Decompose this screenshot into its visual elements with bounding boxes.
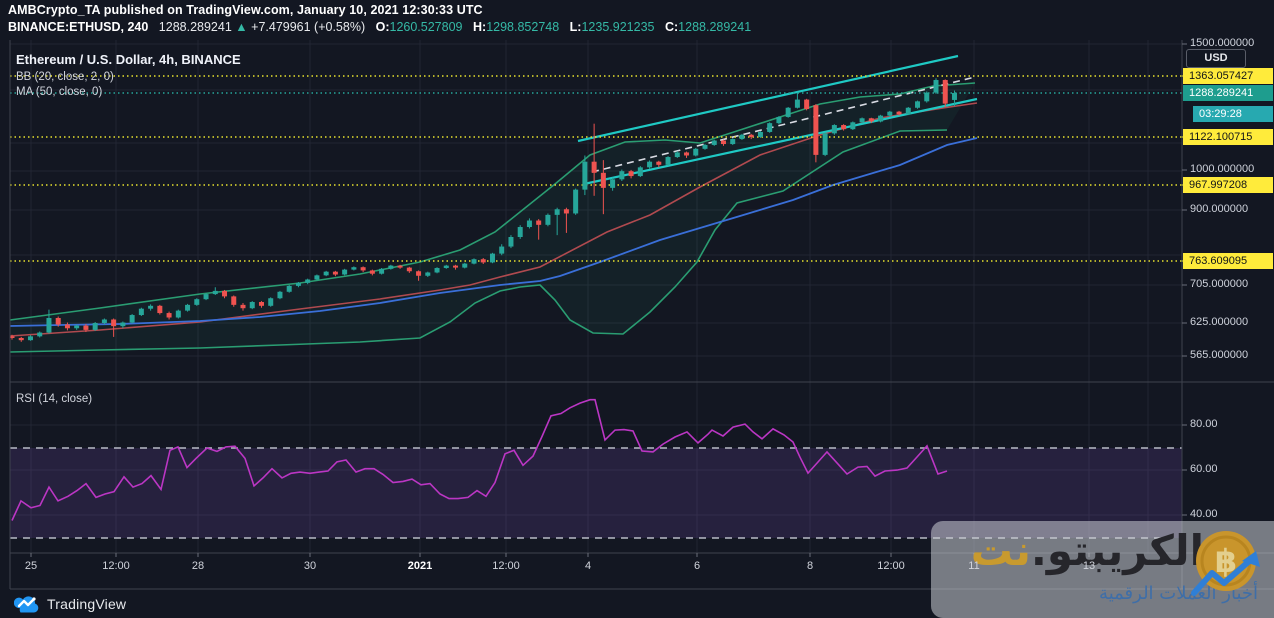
indicator-bb[interactable]: BB (20, close, 2, 0) <box>16 71 114 83</box>
up-arrow-icon: ▲ <box>235 20 248 34</box>
svg-text:฿: ฿ <box>1215 542 1237 580</box>
time-axis[interactable]: 25 12:00 28 30 2021 12:00 4 6 8 12:00 11 13 <box>0 553 1274 589</box>
price-tick-label: 705.000000 <box>1190 278 1249 290</box>
price-tick-label: 900.000000 <box>1190 203 1249 215</box>
trend-arrow-icon <box>1191 554 1257 596</box>
rsi-tick-label: 40.00 <box>1190 508 1218 520</box>
chart-title[interactable]: Ethereum / U.S. Dollar, 4h, BINANCE <box>16 52 241 67</box>
bar-countdown-label: 03:29:28 <box>1193 106 1273 122</box>
symbol-ohlc-bar: BINANCE:ETHUSD, 240 1288.289241 ▲ +7.479… <box>8 20 751 34</box>
alert-price-label[interactable]: 1363.057427 <box>1183 68 1273 84</box>
footer-brand[interactable]: TradingView <box>14 594 126 614</box>
rsi-tick-label: 80.00 <box>1190 418 1218 430</box>
chart-legend: Ethereum / U.S. Dollar, 4h, BINANCE BB (… <box>16 52 241 98</box>
symbol-label[interactable]: BINANCE:ETHUSD, 240 <box>8 20 149 34</box>
indicator-rsi[interactable]: RSI (14, close) <box>16 393 93 405</box>
time-tick-label: 8 <box>806 560 814 572</box>
time-tick-label: 13 <box>1082 560 1096 572</box>
watermark-title-accent: نت <box>970 526 1031 575</box>
time-tick-label: 4 <box>584 560 592 572</box>
price-axis[interactable]: USD 1500.000000 1000.000000 900.000000 705.… <box>1182 37 1274 589</box>
time-tick-label: 12:00 <box>102 560 130 572</box>
close-label: C: <box>664 20 679 34</box>
open-label: O: <box>375 20 390 34</box>
time-tick-label: 11 <box>968 560 980 572</box>
alert-price-label[interactable]: 967.997208 <box>1183 177 1273 193</box>
watermark-title: الكريبتو.نت <box>970 526 1204 575</box>
high-label: H: <box>472 20 487 34</box>
open-value: 1260.527809 <box>389 20 463 34</box>
last-price-label[interactable]: 1288.289241 <box>1183 85 1273 101</box>
time-tick-label: 2021 <box>407 560 433 572</box>
close-value: 1288.289241 <box>678 20 752 34</box>
bitcoin-coin-icon: ฿ <box>1191 531 1260 596</box>
currency-toggle-button[interactable]: USD <box>1186 49 1246 68</box>
price-tick-label: 1000.000000 <box>1190 163 1255 175</box>
watermark: الكريبتو.نت أخبار العملات الرقمية ฿ <box>931 521 1274 618</box>
time-tick-label: 12:00 <box>492 560 520 572</box>
time-tick-label: 25 <box>24 560 38 572</box>
rsi-tick-label: 60.00 <box>1190 463 1218 475</box>
time-tick-label: 28 <box>191 560 205 572</box>
publish-info: AMBCrypto_TA published on TradingView.co… <box>8 3 483 17</box>
price-tick-label: 1500.000000 <box>1190 37 1255 49</box>
price-tick-label: 565.000000 <box>1190 349 1249 361</box>
alert-price-label[interactable]: 1122.100715 <box>1183 129 1273 145</box>
price-change-text: +7.479961 (+0.58%) <box>251 20 366 34</box>
indicator-ma[interactable]: MA (50, close, 0) <box>16 86 103 98</box>
time-tick-label: 6 <box>693 560 701 572</box>
tradingview-logo-icon <box>14 596 39 613</box>
low-value: 1235.921235 <box>581 20 655 34</box>
last-price-text: 1288.289241 <box>158 20 232 34</box>
low-label: L: <box>569 20 582 34</box>
time-tick-label: 12:00 <box>877 560 905 572</box>
price-tick-label: 625.000000 <box>1190 316 1249 328</box>
time-tick-label: 30 <box>303 560 317 572</box>
publish-header: AMBCrypto_TA published on TradingView.co… <box>8 3 751 34</box>
high-value: 1298.852748 <box>486 20 560 34</box>
alert-price-label[interactable]: 763.609095 <box>1183 253 1273 269</box>
brand-text: TradingView <box>47 596 127 612</box>
